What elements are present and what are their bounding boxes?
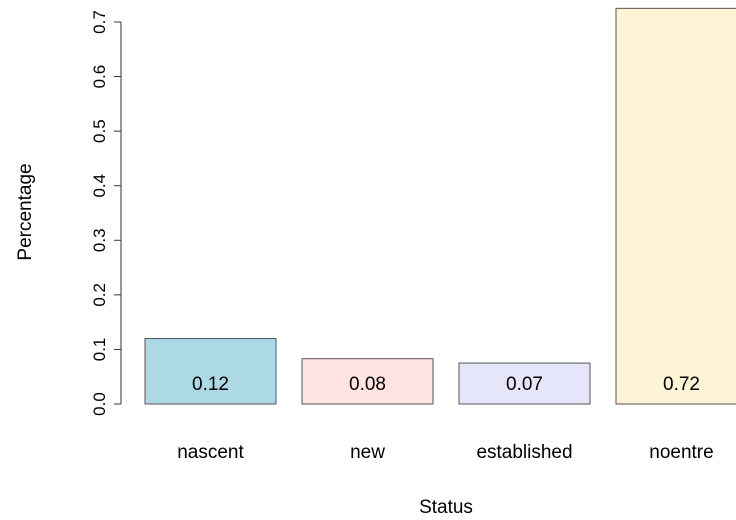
y-axis-title: Percentage bbox=[15, 163, 36, 260]
bar-established bbox=[458, 362, 591, 405]
data-label: 0.07 bbox=[506, 374, 543, 395]
data-label: 0.12 bbox=[192, 374, 229, 395]
category-label: nascent bbox=[177, 442, 244, 463]
data-label: 0.08 bbox=[349, 374, 386, 395]
bar-new bbox=[301, 358, 434, 405]
y-tick-label: 0.4 bbox=[90, 174, 109, 198]
y-tick-label: 0.6 bbox=[90, 65, 109, 89]
y-tick-label: 0.1 bbox=[90, 338, 109, 362]
y-tick-label: 0.2 bbox=[90, 283, 109, 307]
x-axis-title: Status bbox=[419, 497, 473, 518]
bars: 0.12 0.08 0.07 0.72 bbox=[144, 7, 736, 405]
bar-noentre bbox=[615, 7, 736, 405]
y-tick-label: 0.0 bbox=[90, 392, 109, 416]
data-label: 0.72 bbox=[663, 374, 700, 395]
y-tick-label: 0.3 bbox=[90, 228, 109, 252]
category-label: noentre bbox=[649, 442, 713, 463]
y-axis: 0.0 0.1 0.2 0.3 0.4 0.5 0.6 0.7 bbox=[90, 10, 122, 416]
category-label: new bbox=[350, 442, 385, 463]
category-labels: nascent new established noentre bbox=[177, 442, 714, 463]
bar-nascent bbox=[144, 338, 277, 405]
category-label: established bbox=[476, 442, 572, 463]
y-tick-label: 0.7 bbox=[90, 10, 109, 34]
y-tick-label: 0.5 bbox=[90, 119, 109, 143]
